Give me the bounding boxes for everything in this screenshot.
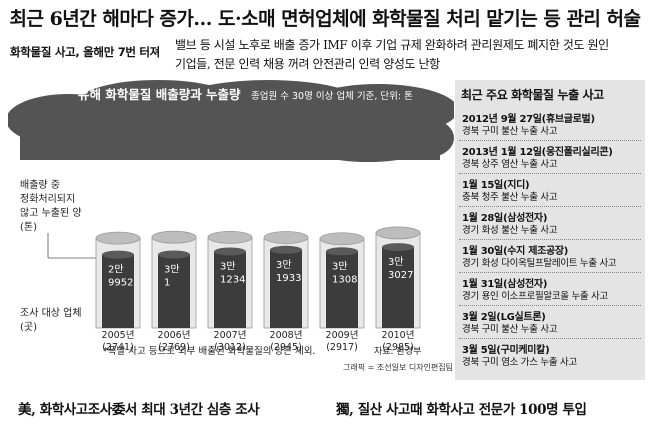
company-count-label: (3012)	[214, 342, 246, 353]
chart-credit: 그래픽 = 조선일보 디자인편집팀	[343, 362, 453, 372]
leak-bar	[214, 251, 246, 328]
leak-bar	[102, 254, 134, 328]
accident-date: 3월 5일(구미케미칼)	[462, 345, 550, 356]
leak-bar	[158, 254, 190, 328]
accident-desc: 경기 화성 다이옥틸프탈레이트 누출 사고	[462, 258, 617, 269]
pipe-top	[207, 230, 253, 244]
emission-label: 4만7299	[96, 218, 140, 231]
year-label: 2006년	[158, 330, 191, 341]
accident-date: 1월 15일(지디)	[462, 180, 530, 191]
emission-label: 5만34톤	[378, 213, 417, 226]
smoke-cloud	[6, 80, 458, 162]
accident-desc: 경북 구미 염소 가스 누출 사고	[462, 357, 577, 368]
company-count-label: (2945)	[270, 342, 302, 353]
pipe-top	[151, 230, 197, 244]
company-count-label: (2741)	[102, 342, 134, 353]
accident-desc: 충북 청주 불산 누출 사고	[462, 192, 558, 203]
footer-left: 美, 화학사고조사委서 최대 3년간 심층 조사	[18, 402, 260, 418]
pipe-top	[95, 231, 141, 245]
accident-separator	[459, 140, 641, 141]
chart-note: *폭발 사고 등으로 외부 배출된 화학물질의 양은 제외.	[103, 345, 315, 357]
leak-bar	[382, 247, 414, 328]
accident-date: 2012년 9월 27일(휴브글로벌)	[462, 114, 595, 125]
emission-label: 4만7625	[264, 218, 308, 231]
legend-leak: 배출량 중 정화처리되지 않고 누출된 양 (톤)	[20, 179, 96, 259]
leak-label-bottom: 1933	[276, 273, 301, 284]
accident-date: 1월 31일(삼성전자)	[462, 279, 548, 290]
year-label: 2010년	[382, 330, 415, 341]
leak-label-bottom: 3027	[388, 270, 413, 281]
emission-label: 4만6989	[320, 219, 364, 232]
year-label: 2007년	[214, 330, 247, 341]
leak-bar-top	[158, 250, 190, 259]
accident-desc: 경북 상주 염산 누출 사고	[462, 159, 558, 170]
leak-label-bottom: 1234	[220, 274, 245, 285]
accident-list: 최근 주요 화학물질 누출 사고 2012년 9월 27일(휴브글로벌) 경북 구…	[455, 80, 645, 380]
accident-separator	[459, 305, 641, 306]
year-label: 2008년	[270, 330, 303, 341]
subhead-line-1: 밸브 등 시설 노후로 배출 증가 IMF 이후 기업 규제 완화하려 관리원제…	[175, 38, 609, 52]
accident-desc: 경기 화성 불산 누출 사고	[462, 225, 558, 236]
accident-date: 1월 28일(삼성전자)	[462, 213, 548, 224]
legend-companies-line-2: (곳)	[20, 321, 37, 333]
leak-bar-top	[382, 243, 414, 252]
subhead-left: 화학물질 사고, 올해만 7번 터져	[10, 45, 160, 59]
leak-bar-top	[214, 247, 246, 256]
legend-companies-line-1: 조사 대상 업체	[20, 306, 82, 319]
legend-leak-line-2: 정화처리되지	[20, 193, 75, 205]
emission-label: 4만7796	[152, 217, 196, 230]
pipe-top	[319, 232, 365, 246]
leak-label-top: 3만	[388, 256, 404, 268]
company-count-label: (2769)	[158, 342, 190, 353]
leak-bar-top	[270, 245, 302, 254]
accident-separator	[459, 272, 641, 273]
accident-separator	[459, 206, 641, 207]
subhead-right: 밸브 등 시설 노후로 배출 증가 IMF 이후 기업 규제 완화하려 관리원제…	[175, 36, 645, 74]
leak-label-top: 2만	[108, 264, 124, 276]
leak-bar-top	[326, 247, 358, 256]
accident-desc: 경북 구미 불산 누출 사고	[462, 324, 558, 335]
pipe-top	[375, 226, 421, 240]
chart-panel: 유해 화학물질 배출량과 누출량 종업원 수 30명 이상 업체 기준, 단위:…	[6, 80, 458, 375]
chart-title: 유해 화학물질 배출량과 누출량	[78, 87, 241, 102]
chart-svg: 유해 화학물질 배출량과 누출량 종업원 수 30명 이상 업체 기준, 단위:…	[6, 80, 458, 372]
leak-label-bottom: 1308	[332, 274, 357, 285]
chart-source: 자료: 환경부	[374, 345, 421, 357]
footer-right: 獨, 질산 사고때 화학사고 전문가 100명 투입	[336, 402, 587, 418]
accident-separator	[459, 173, 641, 174]
leak-bar	[326, 251, 358, 328]
emission-series-label: 배출량	[104, 204, 132, 217]
accident-desc: 경기 용인 이소프로필알코올 누출 사고	[462, 291, 608, 302]
accident-desc: 경북 구미 불산 누출 사고	[462, 126, 558, 137]
company-count-label: (2917)	[326, 342, 358, 353]
chart-subtitle: 종업원 수 30명 이상 업체 기준, 단위: 톤	[251, 90, 413, 102]
legend-leak-line-3: 않고 누출된 양	[20, 207, 82, 219]
year-label: 2005년	[102, 330, 135, 341]
legend-leak-line-1: 배출량 중	[20, 179, 60, 191]
leak-bar-top	[102, 250, 134, 259]
leak-bar	[270, 249, 302, 328]
emission-label: 4만7688	[208, 217, 252, 230]
leak-label-top: 3만	[332, 260, 348, 272]
leak-label-top: 3만	[220, 260, 236, 272]
leak-label-top: 3만	[164, 263, 180, 275]
accident-separator	[459, 239, 641, 240]
leak-label-bottom: 9952	[108, 278, 133, 289]
accident-date: 2013년 1월 12일(웅진폴리실리콘)	[462, 147, 613, 158]
legend-leak-line-4: (톤)	[20, 221, 37, 233]
year-label: 2009년	[326, 330, 359, 341]
accident-list-title: 최근 주요 화학물질 누출 사고	[461, 88, 604, 102]
headline: 최근 6년간 해마다 증가… 도·소매 면허업체에 화학물질 처리 맡기는 등 …	[9, 8, 641, 30]
pipe-top	[263, 231, 309, 244]
accident-date: 3월 2일(LG실트론)	[462, 312, 546, 323]
leak-label-top: 3만	[276, 259, 292, 271]
subhead-line-2: 기업들, 전문 인력 채용 꺼려 안전관리 인력 양성도 난항	[175, 57, 440, 71]
accident-separator	[459, 338, 641, 339]
leak-label-bottom: 1	[164, 277, 170, 288]
legend-companies: 조사 대상 업체 (곳)	[20, 306, 82, 333]
accident-date: 1월 30일(수지 제조공장)	[462, 246, 569, 257]
company-count-label: (2985)	[382, 342, 414, 353]
